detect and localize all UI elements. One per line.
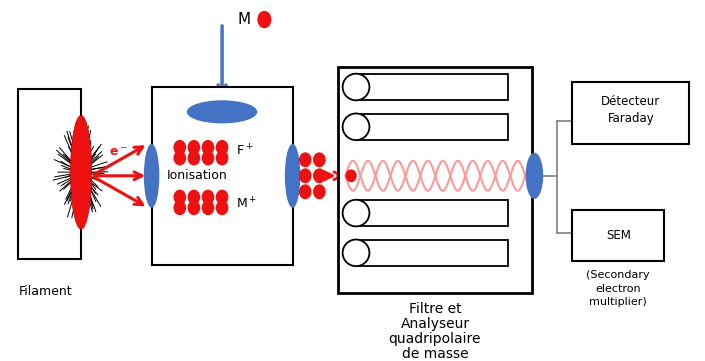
Ellipse shape <box>174 151 185 165</box>
Ellipse shape <box>216 151 228 165</box>
Text: quadripolaire: quadripolaire <box>388 332 482 346</box>
Ellipse shape <box>300 169 311 183</box>
Ellipse shape <box>343 239 369 266</box>
Ellipse shape <box>314 153 325 166</box>
Bar <box>18 89 81 259</box>
Text: Filtre et: Filtre et <box>409 302 461 316</box>
Text: (Secondary: (Secondary <box>587 270 650 280</box>
Ellipse shape <box>526 153 544 199</box>
Bar <box>572 82 689 144</box>
Ellipse shape <box>216 201 228 214</box>
Text: SEM: SEM <box>606 229 631 242</box>
Ellipse shape <box>144 144 159 208</box>
Ellipse shape <box>174 141 185 154</box>
Text: F$^+$: F$^+$ <box>236 143 254 158</box>
Ellipse shape <box>343 200 369 226</box>
Ellipse shape <box>70 116 92 229</box>
Ellipse shape <box>343 113 369 140</box>
Ellipse shape <box>174 201 185 214</box>
Ellipse shape <box>216 141 228 154</box>
Ellipse shape <box>285 144 300 208</box>
Text: Ionisation: Ionisation <box>167 169 228 182</box>
Ellipse shape <box>346 170 356 182</box>
Ellipse shape <box>188 190 200 204</box>
Text: multiplier): multiplier) <box>589 297 647 307</box>
Bar <box>338 68 532 293</box>
Ellipse shape <box>202 151 214 165</box>
Ellipse shape <box>187 100 257 123</box>
Ellipse shape <box>258 12 271 27</box>
Bar <box>152 87 293 265</box>
Text: Analyseur: Analyseur <box>400 317 470 331</box>
Bar <box>356 240 508 266</box>
Ellipse shape <box>188 151 200 165</box>
Ellipse shape <box>202 201 214 214</box>
Ellipse shape <box>202 190 214 204</box>
Text: e$^-$: e$^-$ <box>109 146 128 159</box>
Ellipse shape <box>188 201 200 214</box>
Text: Faraday: Faraday <box>608 113 654 126</box>
Ellipse shape <box>216 190 228 204</box>
Bar <box>572 209 664 261</box>
Bar <box>356 114 508 140</box>
Ellipse shape <box>202 141 214 154</box>
Ellipse shape <box>174 190 185 204</box>
Text: de masse: de masse <box>402 347 468 361</box>
Text: M$^+$: M$^+$ <box>236 196 257 212</box>
Ellipse shape <box>300 153 311 166</box>
Ellipse shape <box>314 185 325 199</box>
Text: Détecteur: Détecteur <box>601 95 661 108</box>
Ellipse shape <box>314 169 325 183</box>
Ellipse shape <box>300 185 311 199</box>
Ellipse shape <box>343 74 369 100</box>
Bar <box>356 200 508 226</box>
Ellipse shape <box>188 141 200 154</box>
Bar <box>356 74 508 100</box>
Text: Filament: Filament <box>19 285 73 298</box>
Text: electron: electron <box>596 284 641 294</box>
Text: M: M <box>237 12 250 27</box>
